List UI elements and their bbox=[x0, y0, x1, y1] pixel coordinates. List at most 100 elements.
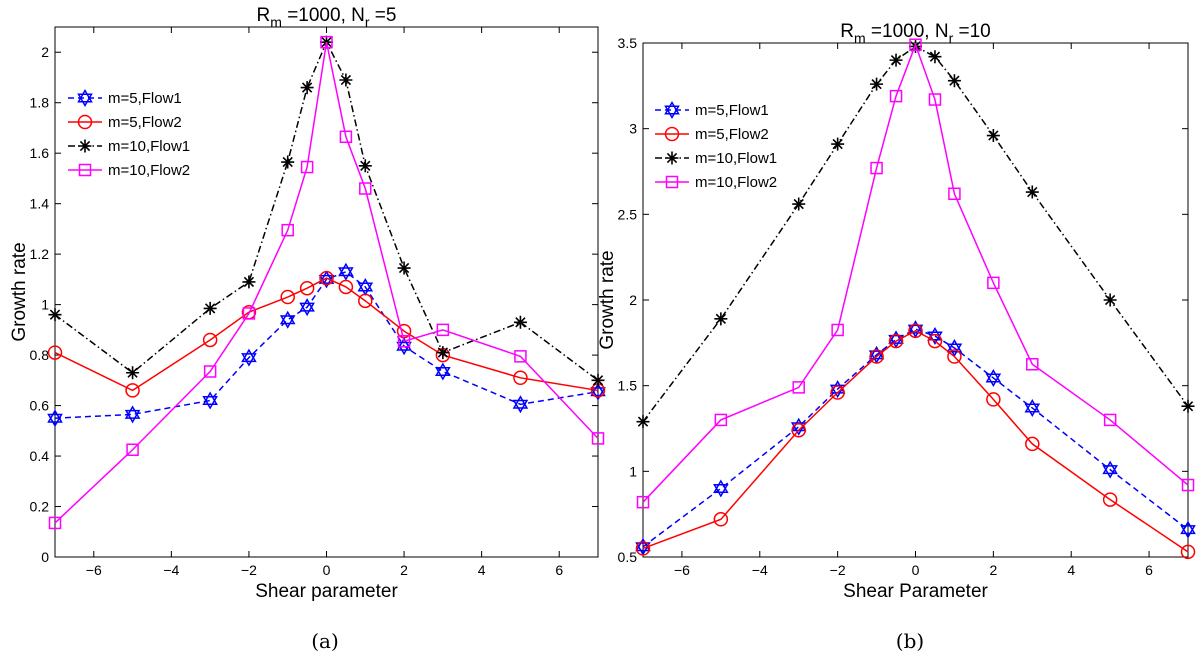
y-tick-label: 0.2 bbox=[30, 499, 50, 515]
data-point bbox=[203, 365, 217, 378]
x-tick-label: 2 bbox=[989, 562, 997, 578]
y-tick-label: 1.4 bbox=[30, 196, 50, 212]
y-axis-label: Growth rate bbox=[9, 242, 30, 341]
data-point bbox=[889, 89, 903, 103]
chart-panel-a: −6 −4 −2 0 2 4 600.20.40.60.811.21.41.61.82m=5… bbox=[9, 5, 606, 653]
data-point bbox=[318, 270, 335, 289]
data-point bbox=[1024, 398, 1041, 417]
legend-marker bbox=[665, 151, 679, 165]
data-point bbox=[436, 323, 450, 337]
x-tick-label: 4 bbox=[1067, 562, 1075, 578]
data-point bbox=[635, 541, 651, 556]
legend-label: m=5,Flow1 bbox=[695, 102, 769, 119]
y-tick-label: 3.5 bbox=[618, 35, 638, 51]
chart-title: Rm =1000, Nr =5 bbox=[257, 5, 397, 30]
data-point bbox=[635, 537, 651, 556]
data-point bbox=[713, 512, 729, 527]
y-tick-label: 1 bbox=[629, 463, 637, 479]
series-line bbox=[642, 328, 1189, 548]
data-point bbox=[985, 368, 1002, 387]
series-m-10-flow2 bbox=[636, 38, 1195, 509]
data-point bbox=[1102, 460, 1118, 479]
data-point bbox=[636, 415, 650, 429]
data-point bbox=[512, 395, 529, 414]
data-point bbox=[319, 270, 334, 286]
series-m-5-flow1 bbox=[47, 262, 606, 428]
x-tick-label: −2 bbox=[241, 562, 257, 578]
figure-caption: (b) bbox=[896, 629, 924, 653]
data-point bbox=[1181, 399, 1195, 413]
data-point bbox=[203, 301, 217, 315]
y-tick-label: 0.4 bbox=[30, 448, 50, 464]
data-point bbox=[397, 261, 411, 275]
data-point bbox=[869, 349, 884, 364]
data-point bbox=[357, 277, 374, 296]
data-point bbox=[987, 276, 1000, 290]
x-axis-label: Shear parameter bbox=[255, 581, 398, 602]
y-tick-label: 1.5 bbox=[618, 378, 638, 394]
data-point bbox=[792, 197, 806, 211]
data-point bbox=[986, 129, 1000, 143]
data-point bbox=[47, 409, 63, 428]
data-point bbox=[279, 310, 296, 329]
plot-area bbox=[54, 26, 599, 558]
data-point bbox=[946, 338, 963, 357]
data-point bbox=[514, 350, 527, 363]
series-m-5-flow2 bbox=[635, 323, 1196, 560]
data-point bbox=[636, 495, 650, 509]
data-point bbox=[870, 161, 883, 175]
y-tick-label: 0.8 bbox=[30, 347, 50, 363]
legend-label: m=10,Flow2 bbox=[108, 162, 190, 179]
data-point bbox=[241, 348, 257, 367]
data-point bbox=[947, 349, 962, 364]
data-point bbox=[1180, 520, 1196, 539]
figure-caption: (a) bbox=[311, 629, 339, 653]
legend-marker bbox=[77, 114, 93, 130]
legend-label: m=10,Flow2 bbox=[695, 174, 777, 191]
legend-label: m=10,Flow1 bbox=[108, 138, 190, 155]
x-tick-label: −6 bbox=[674, 562, 690, 578]
data-point bbox=[907, 320, 924, 339]
data-point bbox=[339, 130, 353, 144]
title-part: r bbox=[365, 14, 370, 30]
title-part: =1000, N bbox=[282, 5, 365, 26]
data-point bbox=[242, 275, 256, 289]
data-point bbox=[1025, 185, 1039, 199]
data-point bbox=[831, 137, 845, 151]
title-part: =10 bbox=[953, 21, 991, 42]
data-point bbox=[868, 345, 885, 364]
data-point bbox=[928, 93, 942, 106]
legend-marker bbox=[665, 175, 679, 189]
series-line bbox=[642, 329, 1189, 553]
x-tick-label: −4 bbox=[752, 562, 768, 578]
data-point bbox=[281, 223, 294, 237]
data-point bbox=[48, 308, 62, 322]
data-point bbox=[48, 516, 62, 530]
data-point bbox=[889, 53, 903, 67]
data-point bbox=[986, 392, 1001, 407]
title-part: R bbox=[840, 21, 854, 42]
legend-label: m=10,Flow1 bbox=[695, 150, 777, 167]
data-point bbox=[927, 333, 943, 349]
data-point bbox=[339, 73, 353, 87]
data-point bbox=[792, 381, 805, 394]
data-point bbox=[1103, 293, 1117, 307]
data-point bbox=[791, 422, 806, 438]
title-part: =5 bbox=[370, 5, 397, 26]
data-point bbox=[396, 337, 412, 356]
data-point bbox=[126, 366, 140, 380]
title-part: m bbox=[854, 30, 866, 46]
data-point bbox=[320, 35, 333, 49]
x-tick-label: 6 bbox=[555, 562, 563, 578]
data-point bbox=[202, 391, 218, 410]
data-point bbox=[1103, 413, 1117, 427]
y-tick-label: 1.8 bbox=[30, 95, 50, 111]
y-tick-label: 1.6 bbox=[30, 145, 50, 161]
y-tick-label: 0.6 bbox=[30, 398, 50, 414]
data-point bbox=[1180, 544, 1196, 560]
data-point bbox=[1102, 492, 1118, 507]
y-tick-label: 1.2 bbox=[30, 246, 50, 262]
data-point bbox=[338, 279, 354, 295]
x-tick-label: −2 bbox=[830, 562, 846, 578]
data-point bbox=[888, 333, 904, 349]
